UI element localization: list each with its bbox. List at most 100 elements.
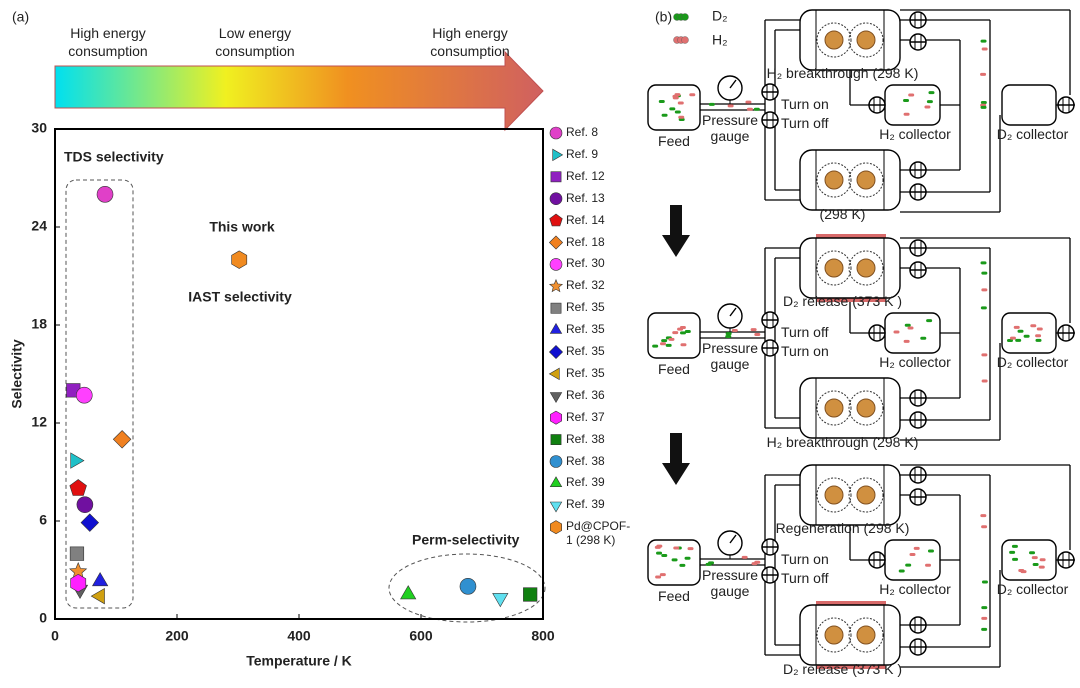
collector-label: D₂ collector	[996, 354, 1069, 370]
legend-label: Ref. 35	[566, 300, 605, 315]
flow-arrow	[662, 205, 690, 257]
framework	[816, 477, 852, 513]
nanoparticle	[856, 170, 876, 190]
molecule	[727, 104, 734, 108]
y-tick-label: 18	[31, 316, 47, 332]
y-tick-label: 30	[31, 120, 47, 136]
framework	[848, 22, 884, 58]
molecule	[981, 606, 988, 610]
column	[799, 149, 901, 211]
molecule	[746, 107, 753, 111]
nanoparticle	[856, 485, 876, 505]
molecule	[745, 100, 752, 104]
legend-marker	[548, 235, 564, 250]
legend-marker	[550, 302, 562, 314]
molecule	[750, 328, 757, 332]
molecule	[980, 105, 987, 109]
framework	[848, 390, 884, 426]
molecule	[1036, 327, 1043, 331]
molecule	[903, 112, 910, 116]
valve-label: Turn off	[781, 115, 829, 131]
column	[799, 9, 901, 71]
molecule	[981, 525, 988, 529]
annotation: TDS selectivity	[64, 149, 164, 165]
molecule	[1015, 338, 1022, 342]
d2-collector	[1001, 539, 1057, 581]
arrow-label: High energy consumption	[430, 25, 510, 59]
tds-region	[65, 179, 134, 609]
marker	[76, 496, 94, 513]
legend-dot	[681, 36, 689, 44]
molecule	[754, 333, 761, 337]
molecule	[1009, 550, 1016, 554]
molecule	[1009, 336, 1016, 340]
molecule	[661, 113, 668, 117]
molecule	[687, 547, 694, 551]
y-tick-label: 6	[39, 512, 47, 528]
y-tick-label: 24	[31, 218, 47, 234]
framework	[816, 22, 852, 58]
legend-label: Ref. 35	[566, 365, 605, 380]
molecule	[689, 93, 696, 97]
framework	[816, 617, 852, 653]
framework	[848, 477, 884, 513]
molecule	[925, 563, 932, 567]
molecule	[980, 261, 987, 265]
molecule	[926, 319, 933, 323]
column-label: H₂ breakthrough (298 K)	[766, 65, 919, 81]
legend-marker	[549, 410, 563, 425]
legend-marker	[548, 367, 560, 381]
molecule	[680, 331, 687, 335]
molecule	[655, 575, 662, 579]
molecule	[654, 545, 661, 549]
column	[799, 464, 901, 526]
d2-collector	[1001, 312, 1057, 354]
marker	[492, 593, 509, 608]
legend-dot	[681, 13, 689, 21]
framework	[816, 250, 852, 286]
marker	[80, 513, 100, 532]
molecule	[980, 72, 987, 76]
molecule	[754, 560, 761, 564]
nanoparticle	[856, 258, 876, 278]
feed-label: Feed	[658, 133, 690, 149]
molecule	[678, 115, 685, 119]
molecule	[679, 563, 686, 567]
y-tick-label: 12	[31, 414, 47, 430]
flow-arrow	[662, 433, 690, 485]
feed-label: Feed	[658, 361, 690, 377]
molecule	[680, 343, 687, 347]
legend-marker	[549, 392, 563, 404]
column	[799, 604, 901, 666]
molecule	[1038, 565, 1045, 569]
marker	[400, 585, 417, 600]
molecule	[669, 107, 676, 111]
legend-label: D₂	[712, 8, 728, 24]
marker	[112, 430, 132, 449]
framework	[848, 617, 884, 653]
panel-label: (a)	[12, 9, 29, 25]
legend-marker	[552, 148, 564, 162]
molecule	[980, 306, 987, 310]
annotation: IAST selectivity	[188, 289, 292, 305]
molecule	[907, 326, 914, 330]
molecule	[981, 627, 988, 631]
molecule	[903, 99, 910, 103]
gauge-label: Pressure gauge	[701, 112, 759, 144]
nanoparticle	[824, 485, 844, 505]
molecule	[980, 514, 987, 518]
legend-marker	[549, 476, 563, 488]
column	[799, 377, 901, 439]
legend-marker	[549, 520, 563, 535]
legend-label: Ref. 39	[566, 497, 605, 512]
molecule	[981, 580, 988, 584]
framework	[816, 162, 852, 198]
x-tick-label: 600	[409, 628, 433, 644]
collector-label: D₂ collector	[996, 581, 1069, 597]
marker	[459, 578, 477, 595]
legend-label: Ref. 36	[566, 387, 605, 402]
legend-marker	[548, 344, 564, 360]
molecule	[927, 549, 934, 553]
legend-marker	[549, 501, 563, 513]
